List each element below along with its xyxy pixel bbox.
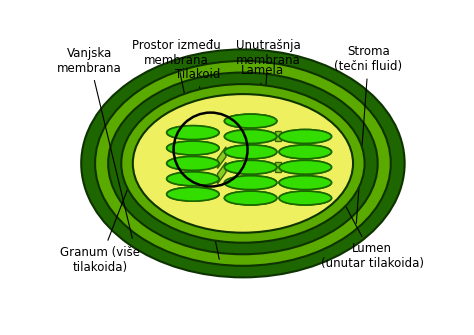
Text: Prostor između
membrana: Prostor između membrana	[132, 39, 220, 259]
Ellipse shape	[167, 172, 219, 186]
Ellipse shape	[167, 172, 219, 186]
Ellipse shape	[279, 191, 331, 205]
Ellipse shape	[225, 191, 277, 205]
Ellipse shape	[225, 130, 277, 143]
Text: Tilakoid: Tilakoid	[175, 68, 220, 126]
Ellipse shape	[279, 176, 331, 190]
Ellipse shape	[167, 187, 219, 201]
Ellipse shape	[279, 130, 331, 143]
Ellipse shape	[133, 94, 353, 233]
Ellipse shape	[225, 176, 277, 190]
Ellipse shape	[279, 145, 331, 159]
Ellipse shape	[95, 61, 391, 266]
Text: Lamela: Lamela	[241, 65, 284, 128]
Text: Granum (više
tilakoida): Granum (više tilakoida)	[61, 135, 148, 274]
Ellipse shape	[225, 114, 277, 128]
Text: Vanjska
membrana: Vanjska membrana	[57, 47, 132, 238]
Ellipse shape	[225, 145, 277, 159]
Ellipse shape	[225, 176, 277, 190]
Text: Stroma
(tečni fluid): Stroma (tečni fluid)	[334, 46, 402, 223]
Ellipse shape	[167, 141, 219, 155]
PathPatch shape	[275, 131, 281, 141]
Ellipse shape	[167, 141, 219, 155]
Ellipse shape	[81, 50, 405, 277]
PathPatch shape	[218, 147, 226, 169]
Ellipse shape	[167, 156, 219, 170]
PathPatch shape	[275, 162, 281, 172]
Ellipse shape	[279, 191, 331, 205]
Ellipse shape	[225, 160, 277, 174]
Ellipse shape	[225, 191, 277, 205]
Ellipse shape	[108, 73, 378, 254]
Ellipse shape	[279, 160, 331, 174]
Text: Lumen
(unutar tilakoida): Lumen (unutar tilakoida)	[316, 150, 424, 270]
Ellipse shape	[225, 130, 277, 143]
Ellipse shape	[279, 130, 331, 143]
Ellipse shape	[167, 126, 219, 140]
Ellipse shape	[279, 160, 331, 174]
Ellipse shape	[225, 160, 277, 174]
Ellipse shape	[167, 126, 219, 140]
Ellipse shape	[121, 84, 365, 243]
Ellipse shape	[225, 114, 277, 128]
Ellipse shape	[225, 145, 277, 159]
Ellipse shape	[167, 156, 219, 170]
Ellipse shape	[279, 176, 331, 190]
Text: Unutrašnja
membrana: Unutrašnja membrana	[236, 39, 301, 238]
Ellipse shape	[167, 187, 219, 201]
Ellipse shape	[279, 145, 331, 159]
PathPatch shape	[218, 162, 226, 184]
